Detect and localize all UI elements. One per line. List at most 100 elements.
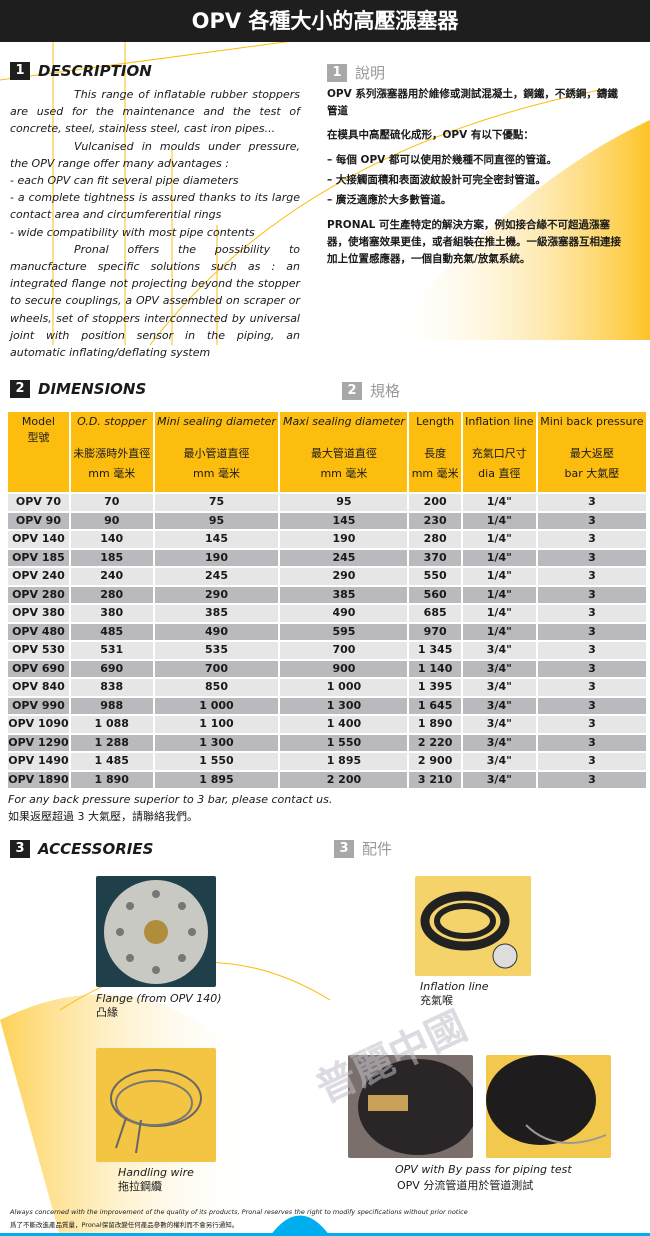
section-title: 說明 <box>355 64 386 82</box>
paragraph: – 廣泛適應於大多數管道。 <box>327 194 452 206</box>
table-cell: 685 <box>409 605 461 622</box>
table-cell: 3 210 <box>409 771 461 788</box>
table-cell: 1 088 <box>70 716 153 733</box>
table-cell: 1 485 <box>70 753 153 770</box>
table-cell: OPV 90 <box>8 512 69 529</box>
table-row: OPV 140 140 145 190 280 1/4" 3 <box>8 531 646 548</box>
inflation-line-photo <box>415 876 531 976</box>
column-header: O.D. stopper 未膨漲時外直徑 mm 毫米 <box>70 412 153 492</box>
paragraph: Vulcanised in moulds under pressure, the… <box>10 139 300 170</box>
section-title: DIMENSIONS <box>38 380 147 398</box>
table-cell: 3/4" <box>462 660 536 677</box>
header-unit: mm 毫米 <box>88 467 136 480</box>
table-cell: 75 <box>154 494 279 511</box>
table-cell: 531 <box>70 642 153 659</box>
table-cell: OPV 1090 <box>8 716 69 733</box>
table-cell: 550 <box>409 568 461 585</box>
paragraph: – 大接觸面積和表面波紋設計可完全密封管道。 <box>327 174 546 186</box>
table-cell: 988 <box>70 697 153 714</box>
table-row: OPV 1890 1 890 1 895 2 200 3 210 3/4" 3 <box>8 771 646 788</box>
paragraph: PRONAL 可生產特定的解決方案，例如接合緣不可超過漲塞器，使堵塞效果更佳，或… <box>327 219 621 265</box>
paragraph: 在模具中高壓硫化成形，OPV 有以下優點： <box>327 129 534 141</box>
table-cell: 70 <box>70 494 153 511</box>
bypass-photo-1 <box>348 1055 473 1158</box>
table-cell: 385 <box>154 605 279 622</box>
table-cell: 1 300 <box>154 734 279 751</box>
footer-disclaimer: Always concerned with the improvement of… <box>10 1208 468 1216</box>
header-zh: 充氣口尺寸 <box>471 447 527 460</box>
table-cell: 3/4" <box>462 697 536 714</box>
table-cell: 1/4" <box>462 549 536 566</box>
table-row: OPV 1490 1 485 1 550 1 895 2 900 3/4" 3 <box>8 753 646 770</box>
table-cell: 850 <box>154 679 279 696</box>
table-cell: OPV 1890 <box>8 771 69 788</box>
table-cell: 490 <box>154 623 279 640</box>
table-row: OPV 480 485 490 595 970 1/4" 3 <box>8 623 646 640</box>
header-zh: 未膨漲時外直徑 <box>73 447 151 460</box>
table-row: OPV 280 280 290 385 560 1/4" 3 <box>8 586 646 603</box>
section-number: 1 <box>327 63 347 82</box>
header-unit: mm 毫米 <box>411 467 459 480</box>
section-number: 2 <box>342 381 362 400</box>
table-row: OPV 840 838 850 1 000 1 395 3/4" 3 <box>8 679 646 696</box>
table-cell: 3 <box>537 734 646 751</box>
table-cell: 3 <box>537 697 646 714</box>
back-pressure-note-zh: 如果返壓超過 3 大氣壓，請聯絡我們。 <box>8 810 198 823</box>
table-cell: 185 <box>70 549 153 566</box>
paragraph: – 每個 OPV 都可以使用於幾種不同直徑的管道。 <box>327 154 557 166</box>
table-cell: 95 <box>154 512 279 529</box>
table-cell: 838 <box>70 679 153 696</box>
table-cell: 3 <box>537 771 646 788</box>
header-unit: dia 直徑 <box>478 467 521 480</box>
section-title: DESCRIPTION <box>38 62 152 80</box>
paragraph: - wide compatibility with most pipe cont… <box>10 225 255 239</box>
table-cell: 280 <box>409 531 461 548</box>
table-cell: 3 <box>537 494 646 511</box>
table-cell: 3/4" <box>462 734 536 751</box>
table-cell: 3/4" <box>462 716 536 733</box>
table-row: OPV 990 988 1 000 1 300 1 645 3/4" 3 <box>8 697 646 714</box>
table-cell: 140 <box>70 531 153 548</box>
table-cell: 3/4" <box>462 771 536 788</box>
paragraph: Pronal offers the possibility to manucfa… <box>10 242 300 360</box>
table-cell: 1/4" <box>462 568 536 585</box>
header-en: Model <box>21 415 55 428</box>
header-en: O.D. stopper <box>77 415 147 428</box>
table-cell: 3 <box>537 531 646 548</box>
table-row: OPV 530 531 535 700 1 345 3/4" 3 <box>8 642 646 659</box>
handling-wire-caption-zh: 拖拉鋼纜 <box>118 1180 162 1193</box>
table-cell: 595 <box>280 623 408 640</box>
table-cell: 1 140 <box>409 660 461 677</box>
table-cell: 385 <box>280 586 408 603</box>
handling-wire-caption: Handling wire <box>118 1166 194 1179</box>
table-cell: 1 550 <box>154 753 279 770</box>
description-english: This range of inflatable rubber stoppers… <box>10 86 300 361</box>
header-zh: 最小管道直徑 <box>183 447 250 460</box>
table-cell: 1 895 <box>280 753 408 770</box>
paragraph: - each OPV can fit several pipe diameter… <box>10 174 239 188</box>
table-cell: OPV 380 <box>8 605 69 622</box>
table-cell: 1 895 <box>154 771 279 788</box>
table-cell: 3 <box>537 605 646 622</box>
table-cell: 3 <box>537 660 646 677</box>
table-cell: OPV 1290 <box>8 734 69 751</box>
table-row: OPV 690 690 700 900 1 140 3/4" 3 <box>8 660 646 677</box>
table-cell: 95 <box>280 494 408 511</box>
column-header: Inflation line 充氣口尺寸 dia 直徑 <box>462 412 536 492</box>
header-zh: 最大管道直徑 <box>310 447 377 460</box>
table-cell: 3/4" <box>462 679 536 696</box>
table-row: OPV 70 70 75 95 200 1/4" 3 <box>8 494 646 511</box>
description-chinese: OPV 系列漲塞器用於維修或測試混凝土，鋼鐵，不銹鋼，鑄鐵管道 在模具中高壓硫化… <box>327 86 627 268</box>
table-row: OPV 1090 1 088 1 100 1 400 1 890 3/4" 3 <box>8 716 646 733</box>
table-cell: 1 395 <box>409 679 461 696</box>
table-cell: 1/4" <box>462 605 536 622</box>
table-cell: 1 890 <box>70 771 153 788</box>
header-en: Maxi sealing diameter <box>282 415 405 428</box>
table-cell: 485 <box>70 623 153 640</box>
section-number: 1 <box>10 62 30 80</box>
table-cell: OPV 240 <box>8 568 69 585</box>
paragraph: This range of inflatable rubber stoppers… <box>10 88 300 136</box>
flange-caption: Flange (from OPV 140) <box>96 992 222 1005</box>
table-cell: OPV 530 <box>8 642 69 659</box>
header-zh: 型號 <box>27 431 50 444</box>
